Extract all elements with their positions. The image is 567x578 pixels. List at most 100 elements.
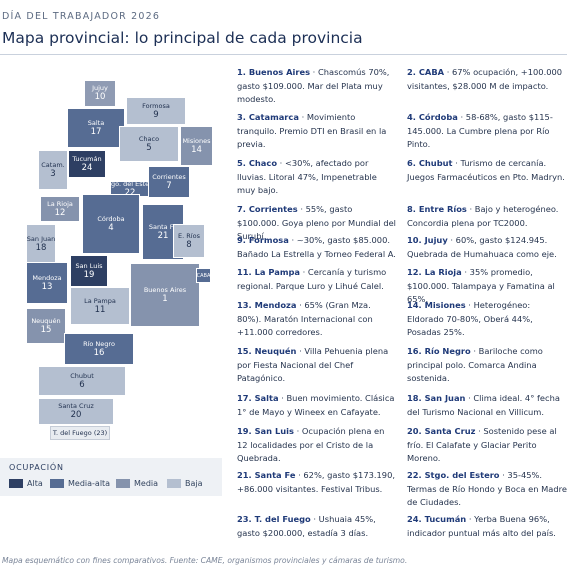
note-head: 9. Formosa [237, 235, 289, 245]
province-tile: Chubut 6 [38, 366, 126, 396]
tile-rank: 17 [90, 126, 102, 137]
province-note: 24. Tucumán · Yerba Buena 96%, indicador… [407, 513, 567, 540]
note-head: 1. Buenos Aires [237, 67, 311, 77]
legend-item: Alta [9, 479, 43, 488]
legend: OCUPACIÓN Alta Media-alta Media Baja [0, 458, 222, 496]
province-note: 18. San Juan · Clima ideal. 4° fecha del… [407, 392, 567, 419]
province-note: 11. La Pampa · Cercanía y turismo region… [237, 266, 397, 293]
note-head: 21. Santa Fe [237, 470, 296, 480]
tile-rank: 15 [40, 324, 52, 335]
tile-rank: 5 [146, 142, 152, 153]
province-note: 19. San Luis · Ocupación plena en 12 loc… [237, 425, 397, 466]
tile-rank: 1 [162, 293, 168, 304]
province-note: 20. Santa Cruz · Sostenido pese al frío.… [407, 425, 567, 466]
note-head: 2. CABA [407, 67, 445, 77]
tile-name: Corrientes [152, 172, 186, 181]
tile-name: San Luis [75, 261, 103, 270]
province-note: 2. CABA · 67% ocupación, +100.000 visita… [407, 66, 567, 93]
province-note: 15. Neuquén · Villa Pehuenia plena por F… [237, 345, 397, 386]
province-tile: Formosa 9 [126, 97, 186, 125]
note-head: 23. T. del Fuego [237, 514, 311, 524]
note-head: 14. Misiones [407, 300, 466, 310]
note-text: · ~30%, gasto $85.000. Bañado La Estrell… [237, 235, 396, 259]
legend-swatch [50, 479, 64, 488]
province-tile: Corrientes 7 [148, 166, 190, 198]
tile-rank: 14 [191, 144, 202, 155]
note-text: · 35% promedio, $100.000. Talampaya y Fa… [407, 267, 555, 304]
tile-name: San Juan [26, 234, 56, 243]
legend-swatch [116, 479, 130, 488]
note-text: · Cercanía y turismo regional. Parque Lu… [237, 267, 387, 291]
legend-item: Media [116, 479, 158, 488]
legend-swatch [9, 479, 23, 488]
tile-name: Tucumán [72, 154, 102, 163]
note-text: · Sostenido pese al frío. El Calafate y … [407, 426, 557, 463]
tile-rank: 16 [93, 347, 105, 358]
province-tile: E. Ríos 8 [173, 224, 205, 258]
tile-name: La Pampa [84, 296, 116, 305]
province-note: 23. T. del Fuego · Ushuaia 45%, gasto $2… [237, 513, 397, 540]
map: Jujuy 10 Formosa 9 Salta 17 Chaco 5 Misiones 14 Ca… [0, 0, 225, 450]
province-tile: Tucumán 24 [68, 150, 106, 178]
note-head: 6. Chubut [407, 158, 453, 168]
province-tile: Santa Cruz 20 [38, 398, 114, 425]
province-tile: CABA [196, 268, 211, 283]
tile-name: Stgo. del Estero [111, 181, 149, 188]
province-tile: Mendoza 13 [26, 262, 68, 304]
note-head: 24. Tucumán [407, 514, 467, 524]
tile-name: T. del Fuego (23) [52, 429, 108, 437]
province-note: 1. Buenos Aires · Chascomús 70%, gasto $… [237, 66, 397, 107]
province-note: 5. Chaco · <30%, afectado por lluvias. L… [237, 157, 397, 198]
note-text: · Clima ideal. 4° fecha del Turismo Naci… [407, 393, 560, 417]
tile-name: Mendoza [32, 273, 62, 282]
legend-label: Baja [185, 479, 203, 488]
province-tile: Chaco 5 [119, 126, 179, 162]
tile-rank: 22 [124, 187, 136, 197]
province-tile: La Rioja 12 [40, 196, 80, 222]
province-note: 12. La Rioja · 35% promedio, $100.000. T… [407, 266, 567, 307]
note-head: 12. La Rioja [407, 267, 462, 277]
province-note: 9. Formosa · ~30%, gasto $85.000. Bañado… [237, 234, 397, 261]
tile-name: Santa Cruz [58, 402, 94, 410]
tile-name: Jujuy [92, 84, 108, 92]
note-head: 20. Santa Cruz [407, 426, 476, 436]
province-tile: San Juan 18 [26, 224, 56, 264]
tile-name: Buenos Aires [143, 285, 187, 294]
note-text: · 67% ocupación, +100.000 visitantes, $2… [407, 67, 563, 91]
tile-rank: 8 [186, 239, 192, 250]
note-text: · 55%, gasto $100.000. Goya pleno por Mu… [237, 204, 396, 241]
note-head: 18. San Juan [407, 393, 466, 403]
note-text: · 58-68%, gasto $115-145.000. La Cumbre … [407, 112, 553, 149]
province-note: 17. Salta · Buen movimiento. Clásica 1° … [237, 392, 397, 419]
note-text: · Movimiento tranquilo. Premio DTI en Br… [237, 112, 387, 149]
note-text: · Chascomús 70%, gasto $109.000. Mar del… [237, 67, 390, 104]
province-note: 21. Santa Fe · 62%, gasto $173.190, +86.… [237, 469, 397, 496]
tile-rank: 21 [157, 230, 169, 241]
kicker: DÍA DEL TRABAJADOR 2026 [2, 11, 161, 22]
note-head: 4. Córdoba [407, 112, 458, 122]
tile-rank: 3 [50, 168, 56, 179]
tile-rank: 7 [166, 180, 172, 191]
note-head: 7. Corrientes [237, 204, 298, 214]
tile-rank: 12 [54, 207, 66, 218]
note-text: · <30%, afectado por lluvias. Litoral 47… [237, 158, 377, 195]
tile-rank: 10 [94, 92, 106, 102]
province-note: 6. Chubut · Turismo de cercanía. Juegos … [407, 157, 567, 184]
tile-rank: 18 [35, 242, 47, 253]
note-head: 13. Mendoza [237, 300, 297, 310]
tile-rank: 9 [153, 109, 159, 120]
note-text: · Buen movimiento. Clásica 1° de Mayo y … [237, 393, 395, 417]
province-tile: T. del Fuego (23) [50, 426, 110, 440]
province-tile: Salta 17 [67, 108, 125, 148]
note-text: · Bajo y heterogéneo. Concordia plena po… [407, 204, 559, 228]
legend-item: Media-alta [50, 479, 110, 488]
tile-name: Chubut [70, 371, 94, 380]
legend-title: OCUPACIÓN [9, 463, 64, 472]
tile-name: Salta [87, 118, 105, 127]
province-tile: Jujuy 10 [84, 80, 116, 107]
note-text: · 60%, gasto $124.945. Quebrada de Humah… [407, 235, 557, 259]
province-tile: Neuquén 15 [26, 308, 66, 344]
note-text: · Bariloche como principal polo. Comarca… [407, 346, 543, 383]
tile-name: Formosa [142, 101, 170, 110]
